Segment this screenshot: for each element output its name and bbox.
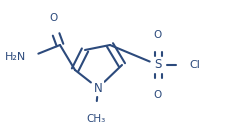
Text: N: N <box>94 81 102 94</box>
Text: Cl: Cl <box>189 60 200 70</box>
Text: CH₃: CH₃ <box>86 114 106 124</box>
Text: H₂N: H₂N <box>5 52 26 62</box>
Text: O: O <box>154 30 162 40</box>
Text: O: O <box>49 13 57 23</box>
Text: S: S <box>154 59 162 72</box>
Text: O: O <box>154 90 162 100</box>
